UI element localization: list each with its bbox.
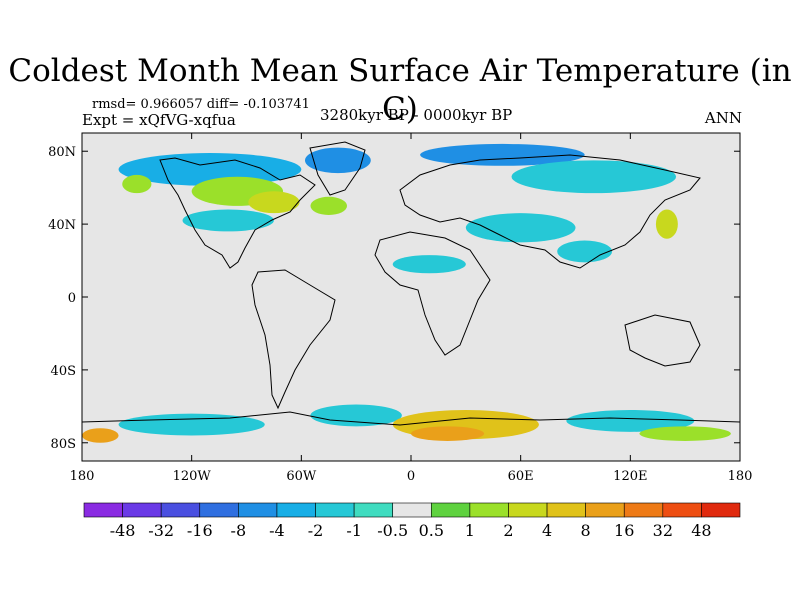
colorbar-swatch xyxy=(623,502,664,518)
colorbar-level-label: -0.5 xyxy=(377,521,408,540)
longitude-axis: 180 120W 60W 0 60E 120E 180 xyxy=(70,133,753,484)
colorbar-swatch xyxy=(83,502,123,518)
y-tick-label: 80S xyxy=(51,437,76,452)
greenland-coastline xyxy=(309,141,366,196)
experiment-label: Expt = xQfVG-xqfua xyxy=(82,111,236,129)
x-tick-label: 0 xyxy=(407,469,415,484)
x-tick-label: 180 xyxy=(728,469,753,484)
colorbar-level-label: -2 xyxy=(308,521,324,540)
colorbar-swatch xyxy=(315,502,355,518)
colorbar-swatch xyxy=(546,502,586,518)
chart-title: Coldest Month Mean Surface Air Temperatu… xyxy=(8,53,792,127)
north-america-coastline xyxy=(159,157,316,269)
colorbar-swatch xyxy=(353,502,394,518)
colorbar-swatch xyxy=(276,502,316,518)
region-weddell-cooling xyxy=(310,404,402,427)
anomaly-regions xyxy=(82,143,731,443)
colorbar-swatch xyxy=(122,502,162,518)
x-tick-label: 60W xyxy=(286,469,317,484)
region-arctic-cooling xyxy=(118,153,302,186)
region-ross-warming xyxy=(82,428,119,443)
x-tick-label: 60E xyxy=(508,469,534,484)
x-tick-label: 120W xyxy=(173,469,212,484)
x-tick-label: 180 xyxy=(70,469,95,484)
colorbar-level-label: -1 xyxy=(346,521,362,540)
colorbar-level-label: 0.5 xyxy=(419,521,444,540)
colorbar-swatch xyxy=(508,502,548,518)
colorbar-level-label: -8 xyxy=(231,521,247,540)
colorbar-swatch xyxy=(238,502,278,518)
region-barents-cooling xyxy=(420,143,585,166)
region-nearctic-cooling xyxy=(182,209,274,232)
colorbar-level-label: 2 xyxy=(503,521,513,540)
australia-coastline xyxy=(624,314,701,367)
colorbar-swatch xyxy=(199,502,239,518)
colorbar-level-label: 1 xyxy=(465,521,475,540)
season-label: ANN xyxy=(704,109,742,127)
y-tick-label: 80N xyxy=(48,145,76,160)
colorbar-level-label: 16 xyxy=(614,521,634,540)
colorbar-swatch xyxy=(585,502,625,518)
region-antarctic-coast-warming xyxy=(639,426,731,441)
region-antarctic-warming-core xyxy=(411,426,485,441)
colorbar-swatch xyxy=(469,502,509,518)
region-alaska-warming xyxy=(122,174,152,194)
region-siberia-cooling xyxy=(511,160,677,194)
colorbar-level-label: 8 xyxy=(581,521,591,540)
colorbar: -48 -32 -16 -8 -4 -2 -1 -0.5 0.5 1 2 4 8 16 32 48 xyxy=(83,502,741,540)
region-east-antarctic-cooling xyxy=(566,409,695,432)
region-southern-ocean-cooling xyxy=(118,413,265,436)
period-label: 3280kyr BP - 0000kyr BP xyxy=(320,106,513,124)
colorbar-level-label: -16 xyxy=(187,521,213,540)
colorbar-level-label: 48 xyxy=(691,521,711,540)
colorbar-level-label: -32 xyxy=(148,521,174,540)
antarctica-coastline xyxy=(82,411,740,426)
colorbar-level-label: -4 xyxy=(269,521,285,540)
x-tick-label: 120E xyxy=(613,469,647,484)
colorbar-level-label: -48 xyxy=(110,521,136,540)
region-canada-warming xyxy=(248,191,300,214)
y-tick-label: 40S xyxy=(51,364,76,379)
region-japan-warming xyxy=(655,209,678,239)
region-atlantic-warming xyxy=(310,196,348,215)
region-eurasia-cooling xyxy=(465,213,576,243)
colorbar-swatch xyxy=(430,502,471,518)
colorbar-swatch xyxy=(160,502,201,518)
latitude-axis: 80N 40N 0 40S 80S xyxy=(48,145,740,452)
y-tick-label: 0 xyxy=(68,291,76,306)
colorbar-swatch xyxy=(662,502,702,518)
colorbar-level-label: 4 xyxy=(542,521,552,540)
region-sahara-cooling xyxy=(392,255,466,274)
region-india-cooling xyxy=(557,240,613,263)
eurasia-coastline xyxy=(399,154,701,269)
south-america-coastline xyxy=(251,269,336,410)
coastlines xyxy=(82,141,740,426)
colorbar-level-label: 32 xyxy=(653,521,673,540)
y-tick-label: 40N xyxy=(48,218,76,233)
rmsd-diff-label: rmsd= 0.966057 diff= -0.103741 xyxy=(92,97,310,112)
colorbar-swatch xyxy=(701,502,741,518)
region-greenland-cooling xyxy=(304,147,371,174)
africa-coastline xyxy=(374,231,491,356)
colorbar-swatch xyxy=(392,502,432,518)
